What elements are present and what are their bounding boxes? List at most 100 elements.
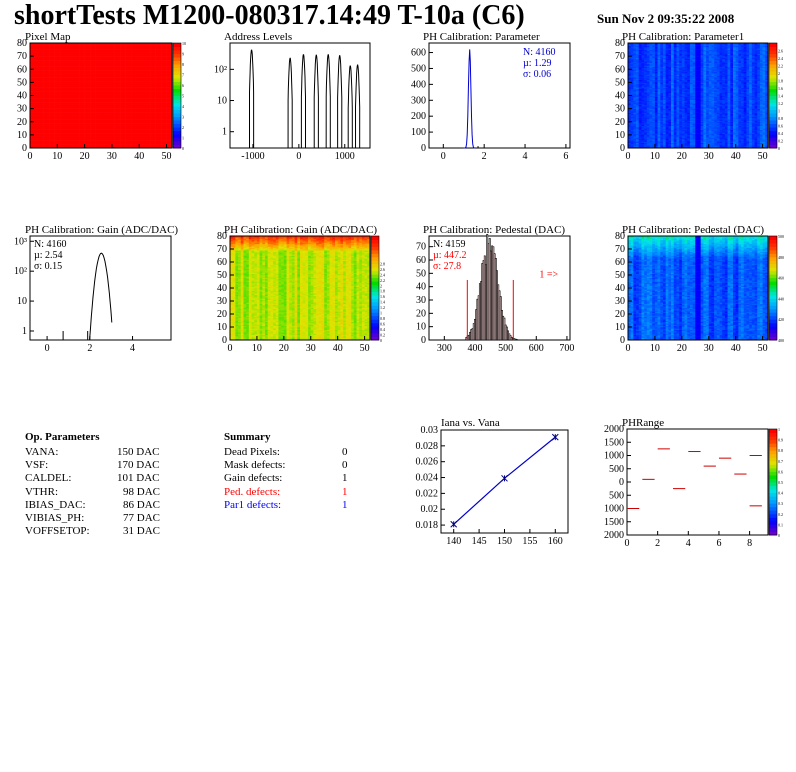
heatmap-cell [46,50,50,53]
heatmap-cell [40,48,44,50]
heatmap-cell [51,82,55,84]
heatmap-cell [60,115,64,117]
heatmap-cell [32,71,36,74]
heatmap-cell [60,88,64,91]
op-param-name: VSF: [25,459,49,471]
heatmap-cell [70,85,74,87]
heatmap-cell [60,92,64,95]
heatmap-cell [65,146,69,149]
heatmap-cell [54,108,58,111]
heatmap-cell [43,120,47,123]
heatmap-cell [32,138,36,141]
heatmap-cell [60,45,64,48]
heatmap-cell [73,128,77,130]
heatmap-cell [35,137,39,140]
heatmap-cell [76,81,80,83]
heatmap-cell [46,64,50,66]
heatmap-cell [62,124,66,126]
heatmap-cell [62,130,66,133]
colorbar-cell [173,134,181,138]
heatmap-cell [30,121,34,124]
heatmap-cell [73,85,77,87]
heatmap-cell [60,130,64,133]
heatmap-cell [30,75,34,78]
heatmap-cell [51,107,55,109]
heatmap-cell [38,142,42,145]
heatmap-cell [65,77,69,79]
heatmap-cell [35,104,39,107]
heatmap-cell [49,85,53,87]
heatmap-cell [51,73,55,75]
heatmap-cell [81,111,85,113]
heatmap-cell [38,86,42,88]
x-tick-label: 30 [107,151,117,162]
heatmap-cell [65,86,69,88]
heatmap-cell [81,124,85,126]
heatmap-cell [68,74,72,77]
heatmap-cell [73,65,77,67]
heatmap-cell [40,128,44,130]
heatmap-cell [38,136,42,138]
heatmap-cell [54,132,58,134]
heatmap-cell [76,52,80,54]
heatmap-cell [30,129,34,132]
heatmap-cell [79,112,83,115]
heatmap-cell [68,129,72,132]
heatmap-cell [32,116,36,119]
colorbar-tick-label: 3 [182,115,184,120]
heatmap-cell [38,50,42,53]
heatmap-cell [65,74,69,77]
heatmap-cell [65,117,69,120]
heatmap-cell [35,43,39,45]
heatmap-cell [70,107,74,109]
heatmap-cell [73,73,77,75]
heatmap-cell [65,98,69,100]
heatmap-cell [73,133,77,136]
heatmap-cell [60,117,64,120]
heatmap-cell [62,127,66,129]
x-tick-label: 50 [162,151,172,162]
heatmap-cell [54,119,58,121]
heatmap-cell [35,121,39,124]
heatmap-cell [76,85,80,87]
heatmap-cell [73,77,77,79]
heatmap-cell [40,78,44,81]
heatmap-cell [57,75,61,78]
heatmap-cell [35,123,39,125]
heatmap-cell [30,98,34,100]
summary-name: Par1 defects: [224,499,282,511]
colorbar-cell [173,123,181,128]
op-param-value: 77 DAC [123,512,160,524]
heatmap-cell [79,57,83,60]
heatmap-cell [68,133,72,136]
colorbar-cell [173,85,181,89]
heatmap-cell [70,61,74,63]
heatmap-cell [46,98,50,100]
heatmap-cell [51,95,55,98]
heatmap-cell [79,113,83,116]
heatmap-cell [62,125,66,128]
heatmap-cell [62,129,66,132]
heatmap-cell [30,82,34,84]
heatmap-cell [81,134,85,137]
heatmap-cell [76,45,80,48]
heatmap-cell [60,57,64,60]
heatmap-cell [76,75,80,78]
heatmap-cell [30,49,34,52]
heatmap-cell [38,60,42,62]
heatmap-cell [76,144,80,146]
heatmap-cell [40,141,44,144]
heatmap-cell [46,67,50,70]
heatmap-cell [46,146,50,149]
heatmap-cell [32,125,36,128]
heatmap-cell [62,112,66,115]
heatmap-cell [38,67,42,70]
heatmap-cell [57,121,61,124]
heatmap-cell [49,116,53,119]
heatmap-cell [46,103,50,105]
heatmap-cell [60,81,64,83]
heatmap-cell [46,83,50,86]
heatmap-cell [35,94,39,96]
heatmap-cell [76,115,80,117]
heatmap-cell [57,61,61,63]
